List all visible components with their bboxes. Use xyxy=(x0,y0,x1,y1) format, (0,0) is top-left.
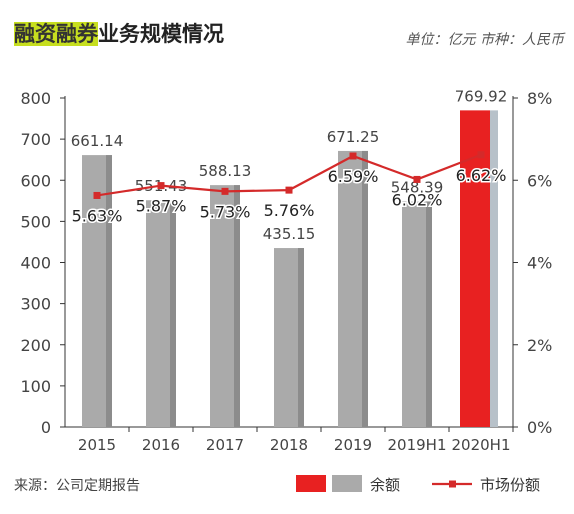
bar-value-label: 671.25 xyxy=(327,128,380,146)
share-value-label: 5.63% xyxy=(72,206,123,225)
bar-shadow xyxy=(106,155,112,427)
left-axis-tick-label: 400 xyxy=(20,254,51,273)
left-axis-tick-label: 600 xyxy=(20,171,51,190)
share-value-label: 5.76% xyxy=(264,201,315,220)
legend-line-marker xyxy=(449,480,456,488)
bar-shadow xyxy=(298,248,304,427)
bar-highlight xyxy=(460,110,490,428)
left-axis-tick-label: 300 xyxy=(20,295,51,314)
share-marker xyxy=(93,191,101,199)
share-marker xyxy=(413,175,421,183)
x-axis-tick-label: 2016 xyxy=(142,436,180,454)
share-value-label: 5.87% xyxy=(136,197,187,216)
left-axis-tick-label: 700 xyxy=(20,130,51,149)
share-value-label: 6.62% xyxy=(456,166,507,185)
bar-value-label: 435.15 xyxy=(263,225,316,243)
left-axis-tick-label: 800 xyxy=(20,89,51,108)
bar-shadow xyxy=(234,185,240,427)
bar-value-label: 548.39 xyxy=(391,178,444,196)
bar-shadow xyxy=(170,200,176,427)
title-highlight: 融资融券 xyxy=(14,22,98,46)
share-marker xyxy=(285,186,293,194)
right-axis-tick-label: 0% xyxy=(527,418,552,437)
unit-label: 单位：亿元 市种：人民币 xyxy=(405,32,564,48)
x-axis-tick-label: 2018 xyxy=(270,436,308,454)
title-rest: 业务规模情况 xyxy=(98,22,224,46)
share-marker xyxy=(221,187,229,195)
x-axis-tick-label: 2017 xyxy=(206,436,244,454)
x-axis-tick-label: 2019 xyxy=(334,436,372,454)
x-axis-tick-label: 2015 xyxy=(78,436,116,454)
share-value-label: 5.73% xyxy=(200,202,251,221)
right-axis-tick-label: 4% xyxy=(527,254,552,273)
legend-swatch-bar xyxy=(332,475,362,492)
bar-shadow xyxy=(362,150,368,428)
left-axis-tick-label: 200 xyxy=(20,336,51,355)
bar-value-label: 661.14 xyxy=(71,132,124,150)
left-axis-tick-label: 0 xyxy=(41,418,51,437)
legend-label-line: 市场份额 xyxy=(480,476,540,494)
share-value-label: 6.02% xyxy=(392,190,443,209)
bar-value-label: 588.13 xyxy=(199,162,252,180)
bar-shadow xyxy=(426,201,432,427)
left-axis-tick-label: 100 xyxy=(20,377,51,396)
bar-value-label: 769.92 xyxy=(455,87,508,105)
right-axis-tick-label: 2% xyxy=(527,336,552,355)
legend-label-bar: 余额 xyxy=(370,476,400,494)
chart-title: 融资融券业务规模情况 xyxy=(14,18,224,48)
x-axis-tick-label: 2020H1 xyxy=(452,436,511,454)
share-marker xyxy=(349,152,357,160)
share-marker xyxy=(477,151,485,159)
legend-swatch-highlight xyxy=(296,475,326,492)
share-marker xyxy=(157,182,165,190)
source-note: 来源：公司定期报告 xyxy=(14,478,140,494)
x-axis-tick-label: 2019H1 xyxy=(388,436,447,454)
right-axis-tick-label: 8% xyxy=(527,89,552,108)
right-axis-tick-label: 6% xyxy=(527,171,552,190)
bar-shadow xyxy=(490,110,498,428)
left-axis-tick-label: 500 xyxy=(20,212,51,231)
share-value-label: 6.59% xyxy=(328,167,379,186)
